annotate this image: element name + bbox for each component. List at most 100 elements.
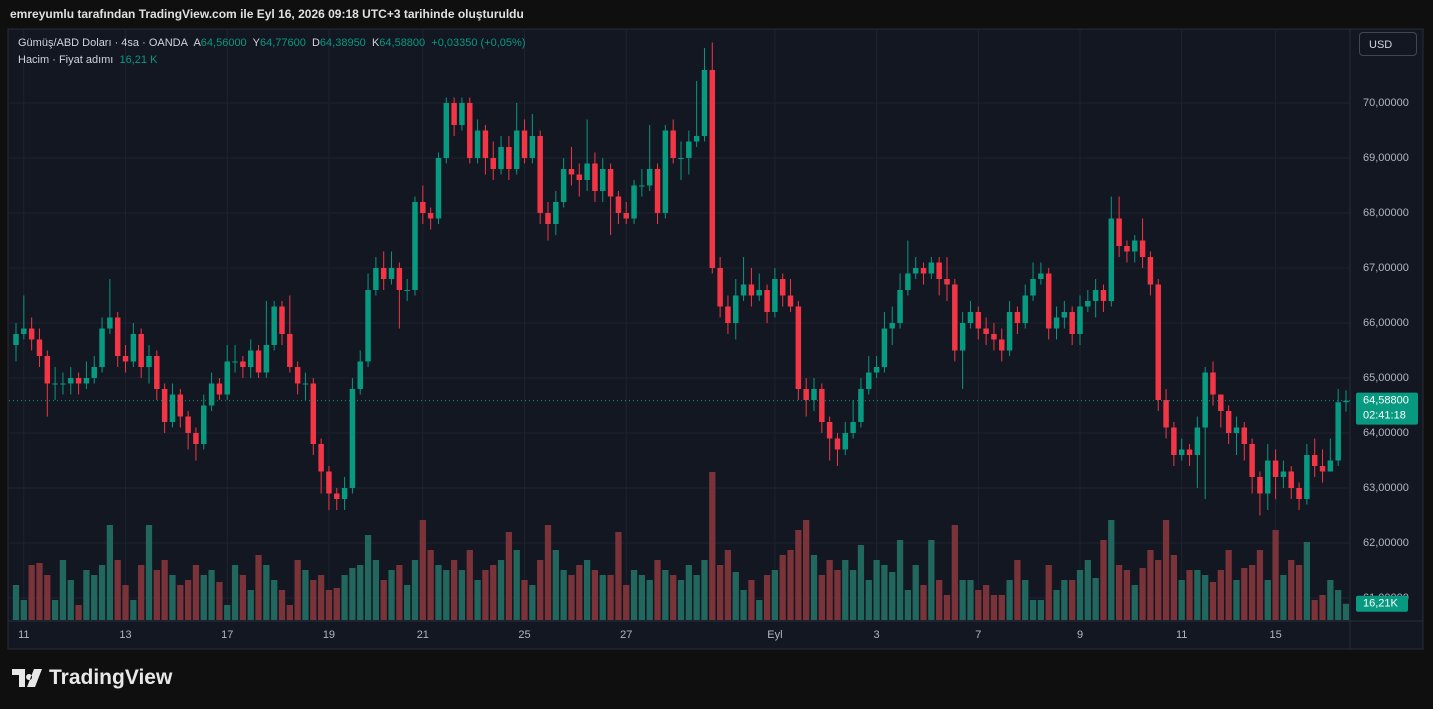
volume-bar: [98, 565, 106, 620]
candle-body: [740, 284, 747, 296]
candle-body: [1257, 476, 1263, 494]
volume-bar: [716, 565, 724, 620]
candle-body: [1343, 400, 1349, 403]
volume-bar: [583, 560, 591, 620]
volume-bar: [1155, 560, 1162, 620]
change: +0,03350 (+0,05%): [431, 37, 526, 49]
volume-bar: [364, 535, 372, 620]
candle-body: [232, 361, 238, 363]
volume-bar: [967, 580, 974, 620]
volume-bar: [1272, 530, 1279, 620]
candle-body: [631, 185, 637, 219]
volume-bar: [936, 580, 943, 620]
volume-tag: [1356, 595, 1408, 612]
candle-body: [615, 196, 622, 213]
volume-bar: [1108, 520, 1115, 620]
volume-bar: [317, 575, 325, 620]
volume-bar: [1053, 590, 1060, 620]
volume-bar: [1115, 565, 1123, 620]
volume-bar: [873, 560, 880, 620]
volume-bar: [787, 550, 794, 620]
volume-bar: [521, 580, 528, 620]
candle-body: [326, 471, 332, 494]
volume-bar: [153, 570, 160, 620]
candle-body: [435, 157, 442, 219]
candle-body: [709, 69, 716, 268]
candle-body: [1030, 278, 1036, 296]
o-val: 64,56000: [200, 37, 247, 49]
candle-body: [75, 377, 82, 384]
countdown: 02:41:18: [1363, 410, 1406, 422]
candle-body: [412, 201, 418, 290]
candle-body: [545, 212, 551, 224]
volume-bar: [427, 550, 434, 620]
volume-bar: [161, 560, 168, 620]
candle-body: [1155, 284, 1161, 400]
volume-bar: [1194, 570, 1201, 620]
candle-body: [341, 487, 348, 499]
candle-body: [678, 157, 684, 159]
candle-body: [247, 350, 254, 367]
volume-bar: [740, 590, 747, 620]
candle-body: [850, 421, 856, 433]
volume-bar: [216, 582, 223, 620]
x-tick-label: 9: [1077, 629, 1083, 641]
currency-button[interactable]: USD: [1359, 32, 1417, 56]
candle-body: [529, 135, 536, 158]
volume-bar: [1170, 555, 1178, 620]
y-tick-label: 65,00000: [1363, 372, 1409, 384]
volume-bar: [748, 580, 755, 620]
candle-body: [928, 262, 935, 274]
candle-body: [1069, 311, 1075, 334]
candle-body: [1311, 454, 1318, 466]
volume-bar: [1076, 570, 1084, 620]
candle-body: [114, 317, 121, 356]
volume-bar: [826, 560, 833, 620]
x-tick-label: 25: [518, 629, 530, 641]
candle-body: [826, 421, 833, 439]
candle-body: [670, 130, 676, 158]
candle-body: [169, 394, 176, 422]
candle-body: [1319, 465, 1326, 472]
candle-body: [208, 383, 215, 406]
candle-body: [1038, 273, 1044, 279]
volume-bar: [646, 580, 653, 620]
volume-bar: [419, 520, 426, 620]
candle-body: [905, 273, 911, 290]
legend-row: Hacim · Fiyat adımı 16,21 K: [18, 52, 525, 69]
logo-icon: [12, 669, 42, 687]
volume-bar: [818, 575, 825, 620]
h-key: Y: [252, 37, 260, 49]
candle-body: [279, 306, 285, 334]
volume-bar: [795, 530, 802, 620]
volume-bar: [685, 565, 692, 620]
candle-body: [107, 317, 113, 329]
volume-bar: [255, 555, 262, 620]
volume-bar: [458, 570, 466, 620]
volume-bar: [490, 565, 497, 620]
volume-bar: [889, 572, 896, 620]
candle-body: [60, 383, 66, 385]
candle-body: [1233, 427, 1240, 433]
candle-body: [68, 377, 74, 384]
volume-bar: [1319, 595, 1326, 620]
volume-title: Hacim · Fiyat adımı: [18, 54, 114, 66]
y-tick-label: 64,00000: [1363, 427, 1409, 439]
candle-body: [983, 328, 989, 334]
candle-body: [623, 212, 629, 219]
candle-body: [294, 366, 301, 384]
candle-body: [302, 383, 309, 385]
candle-body: [756, 289, 762, 296]
candle-body: [787, 295, 794, 307]
volume-bar: [286, 605, 293, 620]
volume-bar: [1280, 575, 1287, 620]
candle-body: [1116, 218, 1122, 246]
candle-body: [52, 383, 58, 385]
candle-body: [1085, 300, 1091, 307]
volume-bar: [834, 570, 841, 620]
candle-body: [99, 328, 105, 367]
volume-bar: [247, 590, 254, 620]
volume-bar: [638, 575, 646, 620]
volume-bar: [1209, 582, 1217, 620]
